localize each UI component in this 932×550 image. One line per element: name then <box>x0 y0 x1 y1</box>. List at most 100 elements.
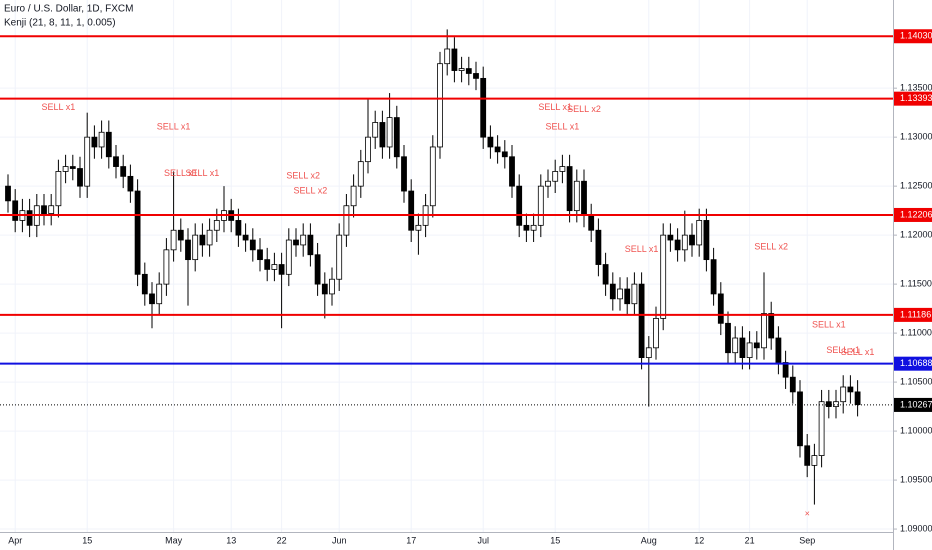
signal-label: × <box>805 509 810 519</box>
candle-body <box>681 234 688 251</box>
candle-body <box>379 122 386 148</box>
signal-label: SELL x1 <box>841 347 875 357</box>
candle-body <box>545 180 551 187</box>
candle-body <box>753 342 760 349</box>
candle-body <box>163 249 170 285</box>
candle-body <box>573 180 580 212</box>
candle-body <box>653 318 659 349</box>
candle-body <box>602 264 609 285</box>
signal-label: SELL x1 <box>157 122 191 132</box>
candle-body <box>213 220 220 231</box>
candle-body <box>847 386 854 393</box>
candle-body <box>156 283 163 305</box>
candle-body <box>264 259 271 270</box>
candle-body <box>494 146 501 153</box>
y-tick-label: 1.13500 <box>900 83 932 93</box>
candle-body <box>782 362 789 378</box>
candle-body <box>62 166 69 172</box>
candle-body <box>458 68 465 71</box>
signal-label: SELL x1 <box>812 320 846 330</box>
candle-body <box>242 234 249 241</box>
candle-body <box>185 239 191 261</box>
candle-body <box>41 205 47 214</box>
x-tick-label: 15 <box>550 535 560 545</box>
candle-body <box>631 283 638 305</box>
candle-body <box>501 151 508 158</box>
candle-body <box>854 391 861 406</box>
x-tick-label: 13 <box>226 535 236 545</box>
signal-label: SELL x2 <box>294 185 328 195</box>
candle-body <box>285 239 292 275</box>
level-label: 1.12206 <box>900 209 932 219</box>
x-tick-label: Jul <box>477 535 489 545</box>
candle-body <box>689 234 695 246</box>
candle-body <box>257 249 263 261</box>
candle-body <box>177 229 184 241</box>
candle-body <box>77 168 83 187</box>
x-tick-label: 17 <box>406 535 416 545</box>
candle-body <box>581 180 587 216</box>
candle-body <box>775 337 782 363</box>
candle-body <box>314 254 321 285</box>
candle-body <box>12 200 19 221</box>
candle-body <box>429 146 436 207</box>
level-label: 1.11186 <box>900 309 931 319</box>
candle-body <box>566 166 573 212</box>
signal-label: SELL x1 <box>164 168 198 178</box>
candle-body <box>725 322 731 354</box>
candle-body <box>249 239 256 251</box>
y-tick-label: 1.09000 <box>900 523 932 533</box>
signal-label: SELL x1 <box>625 244 659 254</box>
candle-body <box>523 224 530 231</box>
candle-body <box>149 293 155 305</box>
candle-body <box>307 234 314 256</box>
candle-body <box>206 229 213 246</box>
x-tick-label: 15 <box>82 535 92 545</box>
x-tick-label: May <box>165 535 183 545</box>
candle-body <box>192 234 199 261</box>
candle-body <box>480 77 487 138</box>
candle-body <box>588 215 595 231</box>
level-tag <box>894 29 932 44</box>
y-tick-label: 1.10000 <box>900 425 932 435</box>
candle-body <box>833 401 839 407</box>
candle-body <box>343 205 350 236</box>
candle-body <box>667 234 674 241</box>
candle-body <box>401 156 407 192</box>
last-price-tag <box>894 397 932 412</box>
candle-body <box>789 376 796 393</box>
candle-body <box>509 156 515 187</box>
signal-label: SELL x2 <box>567 104 601 114</box>
chart-title: Euro / U.S. Dollar, 1D, FXCM <box>4 4 133 15</box>
plot <box>5 29 861 505</box>
candle-body <box>408 190 415 231</box>
candle-body <box>300 234 307 246</box>
candle-body <box>386 117 393 148</box>
signal-label: SELL x2 <box>754 241 788 251</box>
candle-body <box>451 48 458 71</box>
candle-body <box>336 234 343 280</box>
candle-body <box>516 185 523 226</box>
candle-body <box>141 273 148 295</box>
candle-body <box>48 205 55 214</box>
candle-body <box>372 122 379 138</box>
candle-body <box>293 239 299 246</box>
x-tick-label: Jun <box>332 535 347 545</box>
candle-body <box>825 401 832 407</box>
candle-body <box>84 136 91 187</box>
candle-body <box>329 278 335 295</box>
candle-body <box>473 73 479 79</box>
candle-body <box>840 386 847 403</box>
candle-body <box>134 190 141 275</box>
candle-body <box>465 68 472 74</box>
candle-body <box>415 224 422 231</box>
x-tick-label: Sep <box>799 535 815 545</box>
candle-body <box>487 136 494 148</box>
candle-body <box>537 185 544 226</box>
candle-body <box>98 131 105 148</box>
candle-body <box>55 171 62 207</box>
candle-body <box>660 234 667 319</box>
signal-label: SELL x2 <box>286 171 320 181</box>
